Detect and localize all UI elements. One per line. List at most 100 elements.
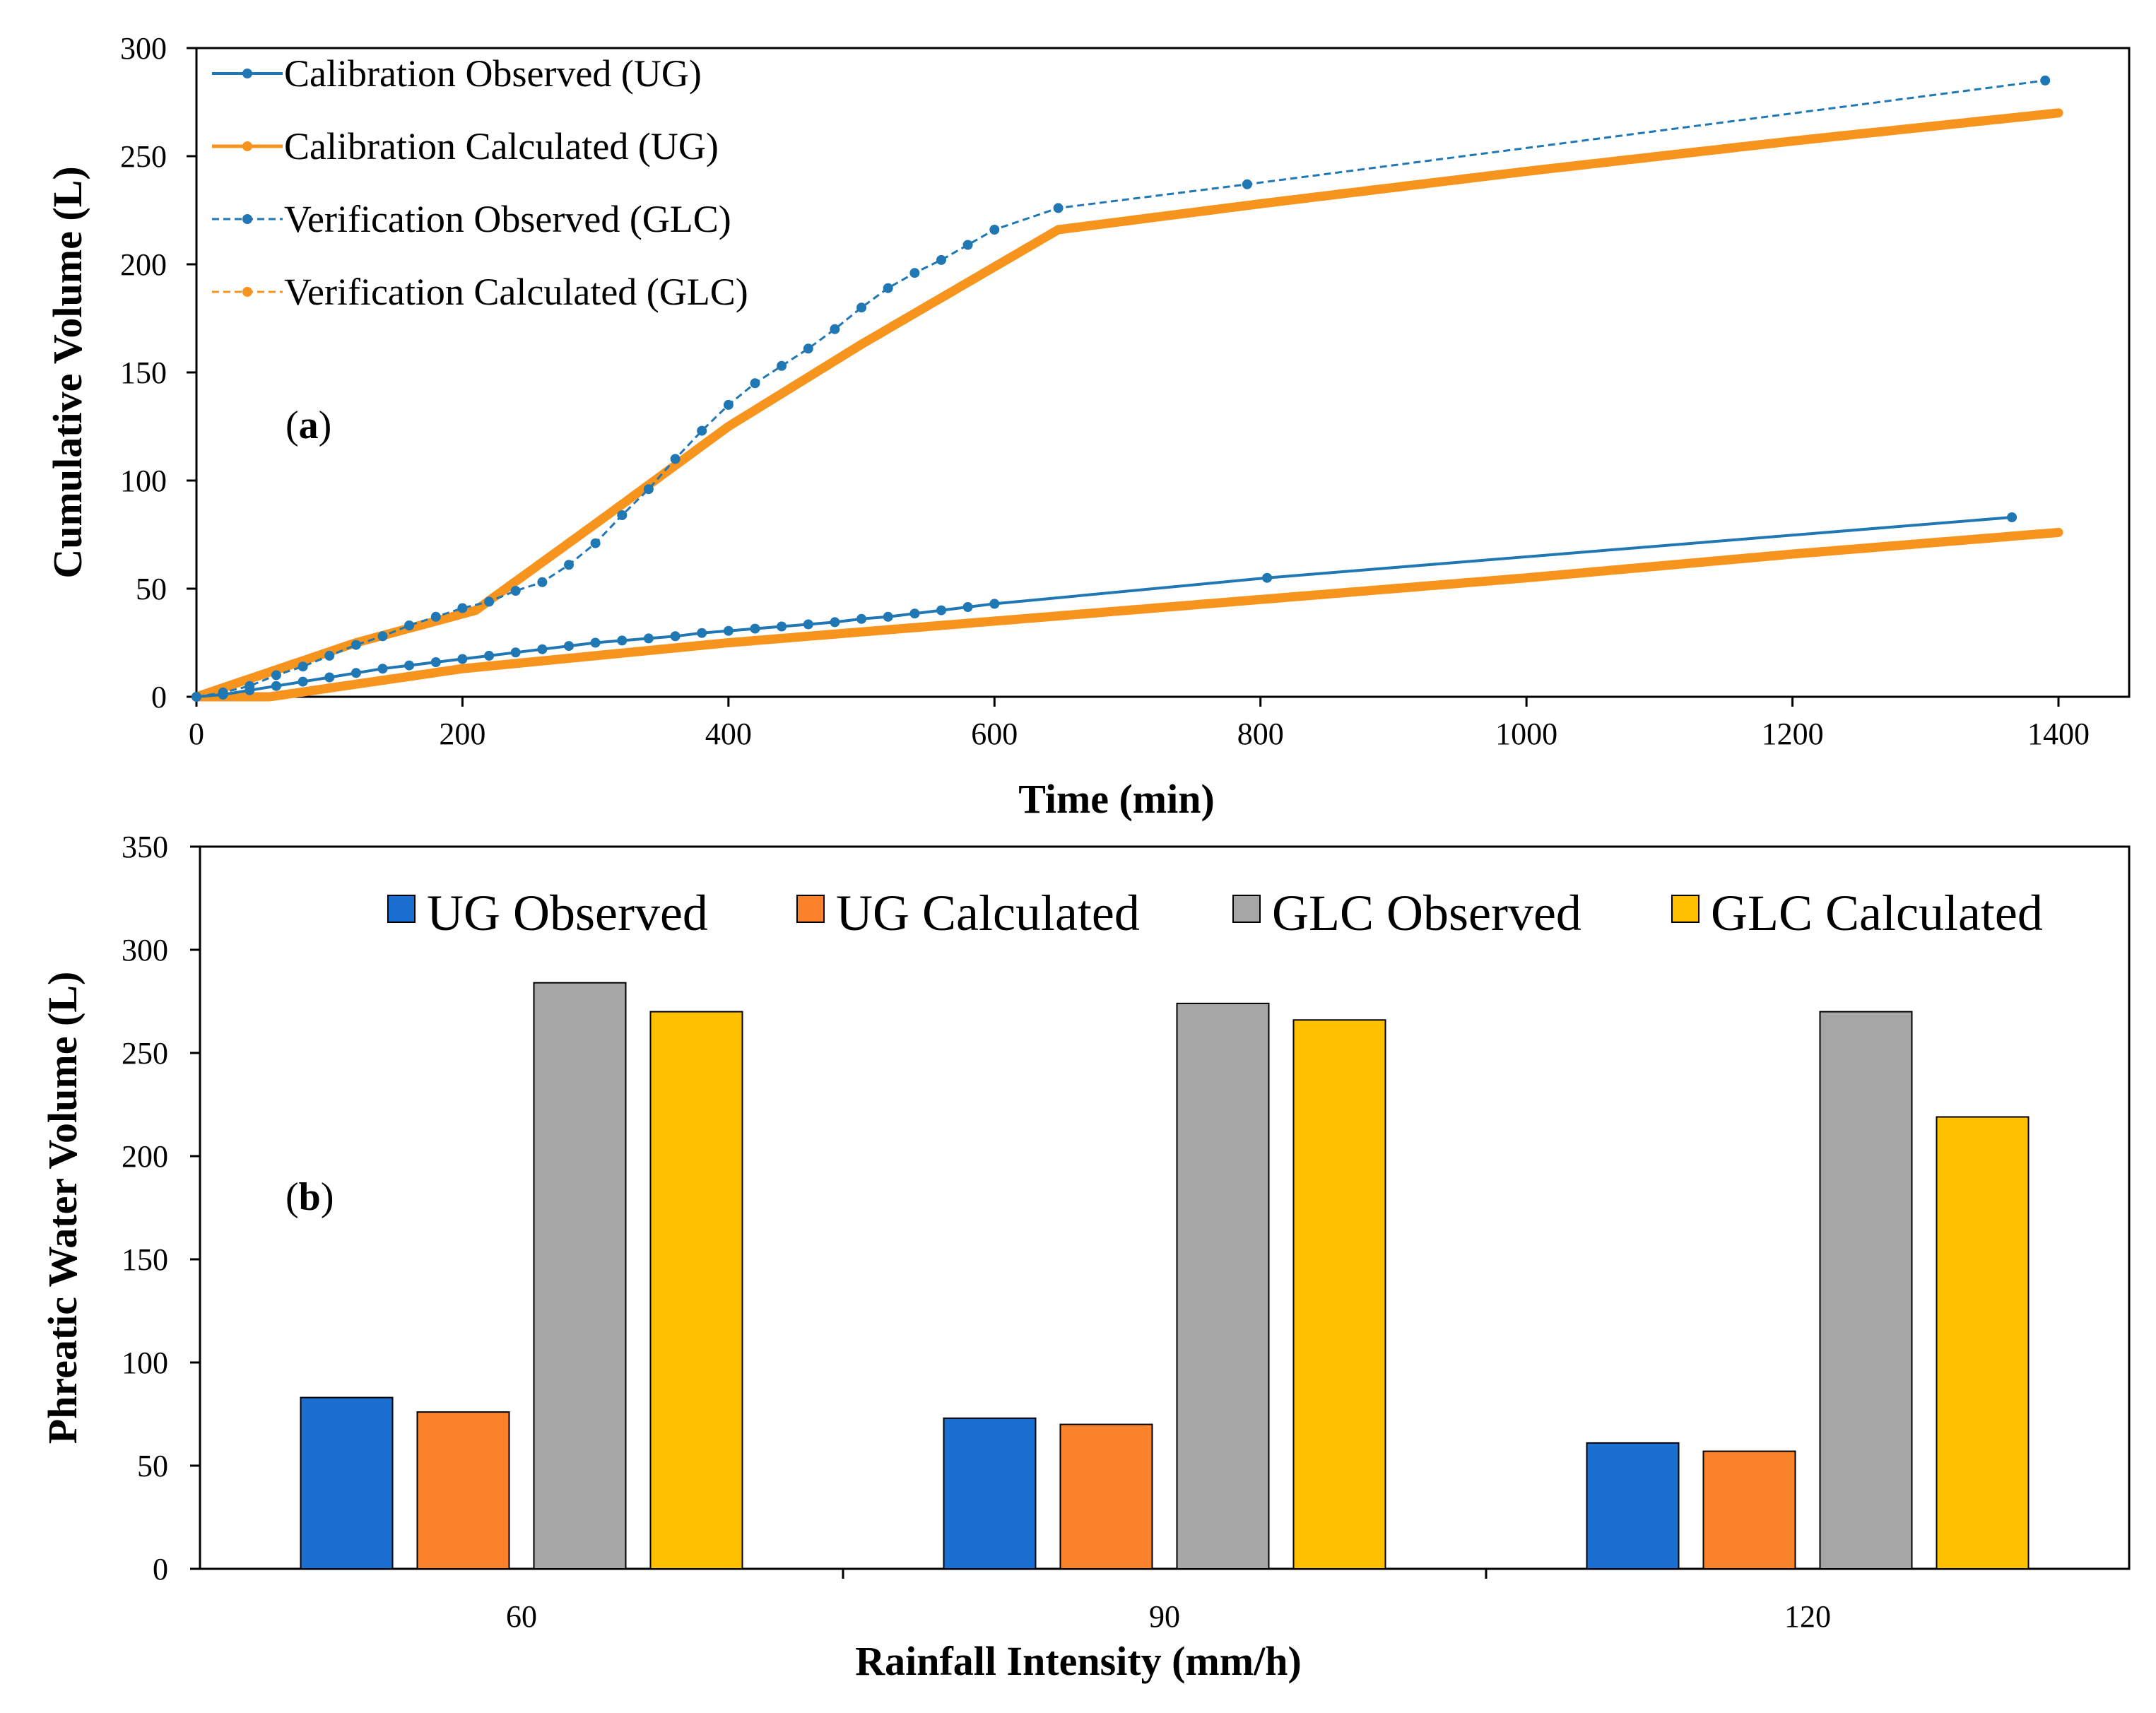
- legend-ug-observed-swatch: [387, 895, 416, 923]
- data-point: [510, 647, 521, 658]
- data-point: [962, 602, 973, 612]
- panel-b-y-tick-label: 250: [122, 1036, 168, 1071]
- data-point: [617, 635, 628, 646]
- data-point: [1262, 572, 1273, 583]
- legend-ug-calculated-swatch: [796, 895, 825, 923]
- panel-a-label-letter: a: [299, 404, 319, 447]
- data-point: [643, 484, 654, 495]
- data-point: [643, 633, 654, 644]
- legend-verification-calculated-label: Verification Calculated (GLC): [284, 271, 748, 313]
- panel-a-x-tick-label: 800: [1237, 717, 1284, 751]
- legend-glc-calculated-swatch: [1671, 895, 1700, 923]
- data-point: [750, 378, 760, 389]
- panel-a-x-tick-label: 600: [971, 717, 1018, 751]
- bar-ug-observed-60: [300, 1396, 394, 1570]
- legend-calibration-calculated: Calibration Calculated (UG): [212, 125, 719, 167]
- legend-verification-calculated-marker: [242, 287, 252, 297]
- data-point: [271, 681, 281, 691]
- legend-glc-calculated-label: GLC Calculated: [1711, 885, 2043, 941]
- bar-glc-calculated-90: [1292, 1019, 1386, 1570]
- panel-a-y-tick-label: 50: [136, 572, 167, 606]
- data-point: [564, 560, 574, 570]
- data-point: [750, 623, 760, 634]
- data-point: [537, 577, 548, 587]
- data-point: [670, 631, 681, 642]
- legend-ug-calculated-label: UG Calculated: [836, 885, 1140, 941]
- panel-a-x-axis-title: Time (min): [1018, 776, 1215, 822]
- data-point: [324, 650, 335, 661]
- data-point: [457, 654, 468, 664]
- legend-verification-observed: Verification Observed (GLC): [212, 198, 731, 240]
- data-point: [351, 668, 361, 678]
- series-verification-calculated-glc: [192, 108, 2063, 702]
- data-point: [218, 687, 228, 697]
- panel-b-x-axis-title: Rainfall Intensity (mm/h): [855, 1638, 1302, 1684]
- data-point: [856, 302, 867, 313]
- panel-a-x-tick-label: 1000: [1495, 717, 1557, 751]
- data-point: [909, 608, 920, 619]
- data-point: [989, 599, 1000, 609]
- data-point: [590, 637, 601, 648]
- data-point: [883, 611, 893, 622]
- panel-b-category-label: 60: [506, 1599, 537, 1634]
- data-point: [909, 268, 920, 278]
- data-point: [670, 454, 681, 464]
- panel-b-y-tick-label: 100: [122, 1346, 168, 1380]
- panel-b-y-tick-label: 200: [122, 1139, 168, 1174]
- data-point: [351, 640, 361, 650]
- data-point: [430, 611, 441, 622]
- bar-glc-calculated-120: [1936, 1116, 2030, 1570]
- data-point: [936, 605, 946, 616]
- panel-b-y-tick-label: 350: [122, 830, 168, 864]
- series-calibration-calculated-ug: [192, 527, 2063, 702]
- series-calibration-observed-ug: [192, 512, 2017, 702]
- legend-calibration-observed-marker: [242, 69, 252, 78]
- panel-a-line-chart: 0 200 400 600 800 1000 1200 1400 0 50 100 150 200 250…: [45, 31, 2131, 822]
- data-point: [830, 324, 840, 334]
- data-point: [803, 343, 813, 354]
- bar-ug-calculated-120: [1702, 1450, 1796, 1570]
- panel-b-category-label: 90: [1149, 1599, 1180, 1634]
- data-point: [377, 631, 388, 642]
- panel-a-series: [192, 75, 2063, 702]
- data-point: [830, 617, 840, 628]
- data-point: [484, 650, 495, 661]
- data-point: [564, 641, 574, 652]
- panel-a-legend: Calibration Observed (UG) Calibration Ca…: [212, 52, 748, 313]
- bar-ug-observed-90: [943, 1417, 1037, 1570]
- panel-a-x-tick-label: 1200: [1762, 717, 1824, 751]
- data-point: [271, 670, 281, 681]
- data-point: [192, 692, 201, 702]
- data-point: [484, 596, 495, 607]
- panel-a-y-tick-label: 200: [120, 247, 167, 282]
- panel-a-y-axis-title: Cumulative Volume (L): [45, 166, 90, 578]
- data-point: [404, 660, 415, 671]
- data-point: [430, 657, 441, 667]
- data-point: [777, 360, 787, 371]
- data-point: [777, 621, 787, 632]
- data-point: [856, 613, 867, 624]
- panel-a-ticks: 0 200 400 600 800 1000 1200 1400 0 50 100 150 200 250…: [120, 31, 2090, 751]
- data-point: [723, 625, 734, 636]
- data-point: [377, 664, 388, 674]
- legend-glc-observed-label: GLC Observed: [1272, 885, 1581, 941]
- bar-ug-calculated-90: [1059, 1423, 1153, 1570]
- panel-a-x-tick-label: 0: [189, 717, 204, 751]
- data-point: [404, 620, 415, 630]
- legend-verification-observed-marker: [242, 214, 252, 224]
- legend-calibration-calculated-label: Calibration Calculated (UG): [284, 125, 719, 167]
- panel-b-category-label: 120: [1784, 1599, 1831, 1634]
- panel-a-x-tick-label: 1400: [2027, 717, 2090, 751]
- data-point: [298, 661, 308, 672]
- data-point: [1053, 203, 1064, 213]
- bar-glc-observed-90: [1176, 1002, 1270, 1570]
- data-point: [324, 672, 335, 683]
- series-verification-observed-glc: [192, 75, 2051, 702]
- panel-a-label: (a): [285, 404, 331, 447]
- data-point: [989, 225, 1000, 235]
- panel-b-legend: UG Observed UG Calculated GLC Observed G…: [387, 885, 2043, 941]
- legend-calibration-observed-label: Calibration Observed (UG): [284, 52, 702, 95]
- data-point: [723, 399, 734, 410]
- data-point: [936, 254, 946, 265]
